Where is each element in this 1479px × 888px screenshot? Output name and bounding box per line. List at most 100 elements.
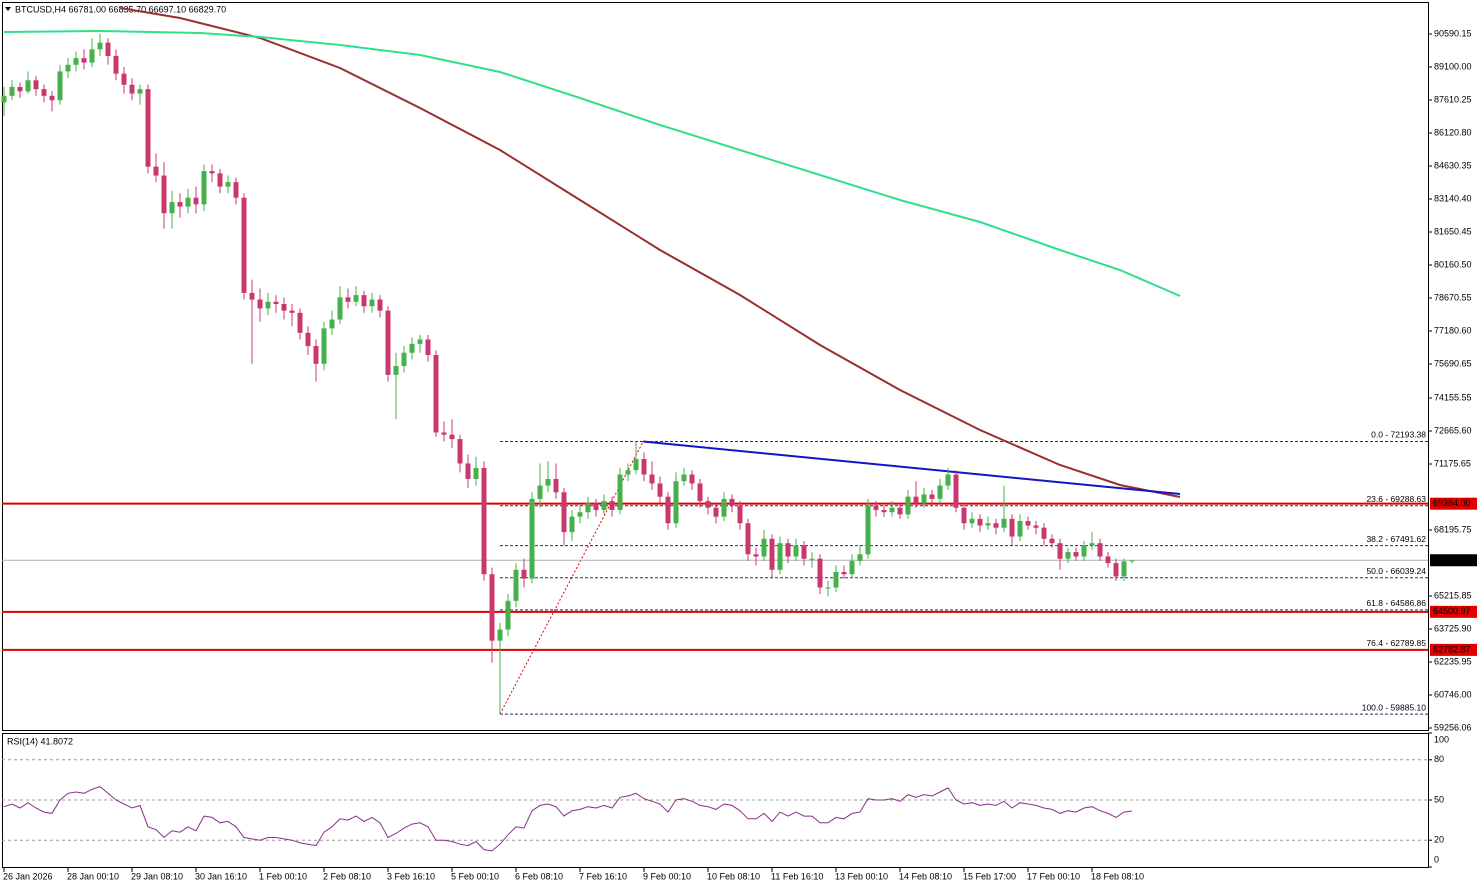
level-box — [1430, 605, 1477, 618]
candle-body — [705, 501, 711, 508]
x-tick-label: 2 Feb 08:10 — [323, 871, 371, 881]
candle-body — [1129, 560, 1135, 562]
candle-body — [9, 86, 15, 96]
candle-body — [193, 197, 199, 205]
candle-body — [929, 494, 935, 499]
level-box — [1430, 643, 1477, 656]
candle-body — [777, 543, 783, 570]
candle-body — [737, 505, 743, 524]
candle-body — [121, 73, 127, 85]
candle-body — [537, 485, 543, 499]
x-tick-label: 28 Jan 00:10 — [67, 871, 119, 881]
fib-label: 23.6 - 69288.63 — [1366, 494, 1426, 504]
candle-body — [625, 470, 631, 475]
candle-body — [425, 339, 431, 355]
x-tick-label: 13 Feb 00:10 — [835, 871, 888, 881]
candle-body — [97, 42, 103, 50]
candle-body — [969, 518, 975, 524]
candle-body — [561, 492, 567, 533]
candle-body — [449, 434, 455, 440]
candle-body — [233, 182, 239, 198]
candle-body — [1065, 552, 1071, 559]
candle-body — [313, 346, 319, 364]
candle-body — [321, 328, 327, 364]
candle-body — [441, 432, 447, 435]
candle-body — [1, 95, 7, 103]
candle-body — [17, 86, 23, 92]
candle-body — [433, 354, 439, 433]
y-tick-label: 84630.35 — [1434, 160, 1472, 170]
candle-body — [753, 554, 759, 557]
price-panel — [2, 2, 1429, 731]
candle-body — [1057, 543, 1063, 559]
candle-body — [49, 95, 55, 101]
candle-body — [257, 299, 263, 309]
candle-body — [1049, 538, 1055, 544]
x-tick-label: 6 Feb 08:10 — [515, 871, 563, 881]
candle-body — [393, 366, 399, 375]
y-tick-label: 81650.45 — [1434, 226, 1472, 236]
candle-body — [201, 171, 207, 205]
x-tick-label: 11 Feb 16:10 — [771, 871, 823, 881]
candle-body — [113, 55, 119, 74]
moving-average — [3, 29, 1181, 297]
candle-body — [761, 538, 767, 557]
candle-body — [217, 173, 223, 187]
candle-body — [145, 89, 151, 167]
candle-body — [713, 507, 719, 517]
candle-body — [769, 538, 775, 570]
x-tick-label: 17 Feb 00:10 — [1027, 871, 1080, 881]
rsi-tick-label: 0 — [1434, 854, 1439, 864]
candle-body — [657, 483, 663, 497]
candle-body — [1001, 518, 1007, 528]
y-tick-label: 59256.06 — [1434, 722, 1472, 732]
candle-body — [833, 571, 839, 588]
y-tick-label: 68195.75 — [1434, 524, 1472, 534]
rsi-title: RSI(14) 41.8072 — [7, 736, 73, 746]
fib-label: 61.8 - 64586.86 — [1366, 598, 1426, 608]
fib-label: 76.4 - 62789.85 — [1366, 638, 1426, 648]
rsi-tick-label: 50 — [1434, 794, 1444, 804]
level-label: 64500.97 — [1433, 606, 1471, 616]
candle-body — [1017, 521, 1023, 537]
candle-body — [1073, 552, 1079, 557]
fib-label: 100.0 - 59885.10 — [1362, 702, 1427, 712]
candle-body — [1113, 563, 1119, 577]
fib-label: 0.0 - 72193.38 — [1371, 430, 1426, 440]
candle-body — [169, 202, 175, 214]
candle-body — [641, 459, 647, 475]
candle-body — [1089, 543, 1095, 546]
candle-body — [249, 292, 255, 300]
candle-body — [841, 571, 847, 575]
candle-body — [593, 503, 599, 510]
candle-body — [961, 507, 967, 524]
x-tick-label: 15 Feb 17:00 — [963, 871, 1016, 881]
candle-body — [73, 58, 79, 65]
candle-body — [1009, 518, 1015, 537]
candle-body — [865, 505, 871, 555]
candle-body — [513, 569, 519, 601]
candle-body — [377, 299, 383, 311]
candle-body — [161, 175, 167, 214]
candle-body — [497, 629, 503, 641]
candle-body — [985, 523, 991, 526]
candle-body — [225, 182, 231, 187]
candle-body — [65, 64, 71, 72]
candle-body — [481, 467, 487, 575]
candle-body — [897, 507, 903, 515]
y-tick-label: 83140.40 — [1434, 193, 1472, 203]
candle-body — [369, 299, 375, 307]
rsi-tick-label: 100 — [1434, 734, 1449, 744]
candle-body — [937, 485, 943, 499]
candle-body — [25, 80, 31, 92]
candle-body — [265, 301, 271, 309]
y-tick-label: 75690.65 — [1434, 358, 1472, 368]
candle-body — [505, 600, 511, 630]
y-tick-label: 65215.85 — [1434, 590, 1472, 600]
candle-body — [601, 501, 607, 510]
candle-body — [177, 202, 183, 207]
x-tick-label: 9 Feb 00:10 — [643, 871, 691, 881]
candle-body — [545, 478, 551, 486]
current-price-label: 66829.70 — [1433, 555, 1471, 565]
candle-body — [1105, 556, 1111, 564]
